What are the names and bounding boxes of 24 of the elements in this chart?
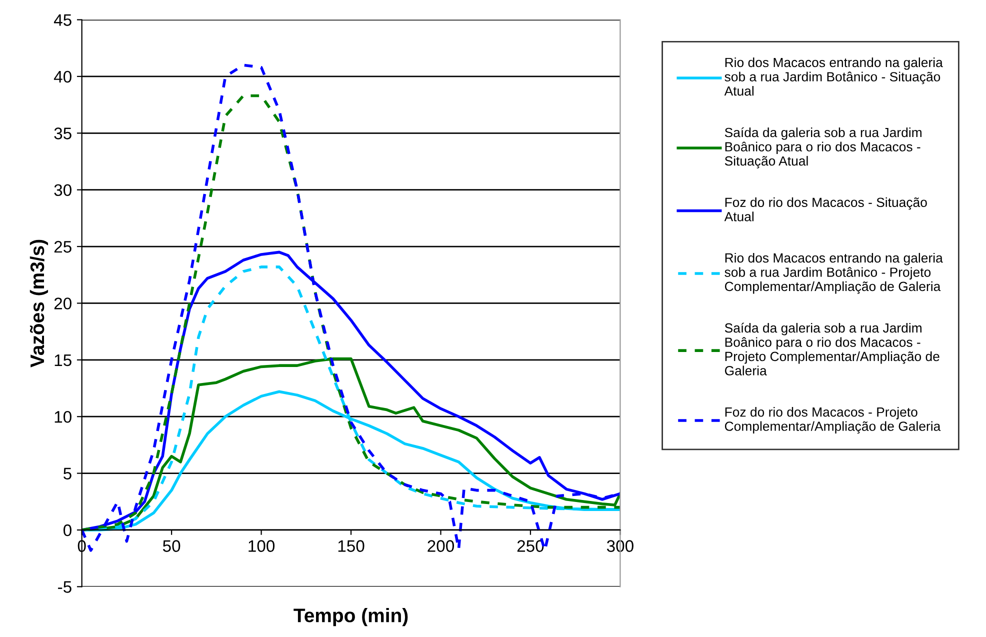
legend-label: Saída da galeria sob a rua Jardim Boânico para o rio dos Macacos - Situação Atual: [724, 127, 922, 168]
y-tick-label: 40: [54, 70, 72, 83]
y-tick-label: 5: [64, 468, 72, 480]
legend-label: Foz do rio dos Macacos - Projeto Complementar/Ampliação de Galeria: [724, 407, 941, 434]
y-tick-label: 45: [54, 14, 72, 26]
legend-label: Rio dos Macacos entrando na galeria sob a rua Jardim Botânico - Situação Atual: [724, 57, 943, 96]
y-tick-label: -5: [58, 581, 72, 593]
x-tick-label: 300: [606, 540, 634, 552]
x-tick-label: 150: [338, 540, 364, 552]
y-tick-label: 15: [54, 354, 72, 366]
legend-label: Saída da galeria sob a rua Jardim Boânico para o rio dos Macacos - Projeto Complementar/Ampliação de Galeria: [724, 322, 940, 376]
y-tick-label: 35: [54, 128, 72, 140]
y-tick-label: 25: [54, 240, 72, 253]
legend-label: Rio dos Macacos entrando na galeria sob a rua Jardim Botânico - Projeto Complementar/Ampliação de Galeria: [724, 252, 943, 294]
x-tick-label: 200: [428, 540, 454, 552]
y-tick-label: 30: [54, 184, 72, 196]
x-tick-label: 50: [162, 540, 180, 552]
y-tick-label: 10: [54, 411, 72, 423]
x-axis-title: Tempo (min): [294, 608, 408, 626]
y-axis-title: Vazões (m3/s): [30, 240, 48, 368]
y-tick-label: 20: [54, 298, 72, 310]
y-tick-label: 0: [64, 524, 72, 536]
legend-label: Foz do rio dos Macacos - Situação Atual: [724, 197, 927, 222]
x-tick-label: 100: [248, 540, 275, 552]
